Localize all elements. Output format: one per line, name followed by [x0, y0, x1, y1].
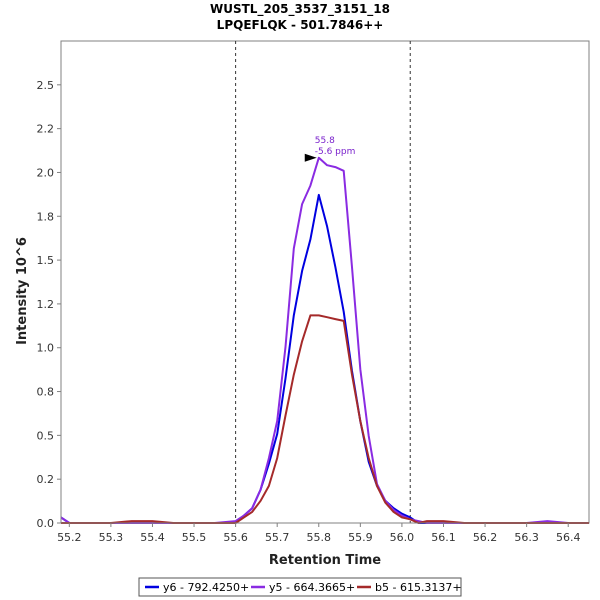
- peak-arrow-icon: [304, 153, 317, 162]
- y-tick-label: 0.0: [37, 517, 55, 530]
- y-tick-label: 2.5: [37, 79, 55, 92]
- peak-ppm-label: -5.6 ppm: [315, 147, 356, 157]
- x-tick-label: 56.1: [431, 531, 456, 544]
- x-axis: 55.2 55.3 55.4 55.5 55.6 55.7 55.8 55.9 56.0 56.1…: [57, 522, 589, 544]
- legend: y6 - 792.4250+ y5 - 664.3665+ b5 - 615.313…: [138, 577, 462, 597]
- y-tick-label: 0.5: [37, 429, 55, 442]
- x-tick-label: 55.4: [140, 531, 165, 544]
- x-tick-label: 55.5: [182, 531, 207, 544]
- chart-subtitle: LPQEFLQK - 501.7846++: [217, 18, 384, 32]
- x-tick-label: 55.7: [265, 531, 290, 544]
- x-tick-label: 56.3: [514, 531, 539, 544]
- legend-box: [138, 577, 462, 597]
- x-tick-label: 55.8: [307, 531, 332, 544]
- y-tick-label: 1.5: [37, 254, 55, 267]
- y-axis-label: Intensity 10^6: [15, 237, 30, 345]
- x-tick-label: 56.4: [556, 531, 581, 544]
- x-tick-label: 56.2: [473, 531, 498, 544]
- y-tick-label: 2.2: [37, 123, 55, 136]
- plot-frame: [60, 40, 590, 524]
- x-tick-label: 55.3: [99, 531, 124, 544]
- legend-label-1: y6 - 792.4250+: [163, 581, 249, 594]
- y-axis: 0.0 0.2 0.5 0.8 1.0 1.2 1.5 1.8 2.0 2.2 2.5: [37, 41, 62, 530]
- peak-annotation: 55.8 -5.6 ppm: [304, 136, 356, 162]
- x-axis-label: Retention Time: [269, 553, 381, 568]
- x-tick-label: 56.0: [390, 531, 415, 544]
- y-tick-label: 0.8: [37, 386, 55, 399]
- y-tick-label: 2.0: [37, 166, 55, 179]
- y-tick-label: 1.2: [37, 298, 55, 311]
- integration-boundaries: [235, 41, 411, 523]
- peak-retention-label: 55.8: [315, 136, 335, 146]
- x-tick-label: 55.9: [348, 531, 373, 544]
- legend-label-2: y5 - 664.3665+: [269, 581, 355, 594]
- y-tick-label: 0.2: [37, 473, 55, 486]
- plot-area: [60, 40, 590, 524]
- x-tick-label: 55.2: [57, 531, 82, 544]
- legend-label-3: b5 - 615.3137+: [375, 581, 462, 594]
- chart-title: WUSTL_205_3537_3151_18: [210, 2, 390, 17]
- y-tick-label: 1.8: [37, 210, 55, 223]
- x-tick-label: 55.6: [223, 531, 248, 544]
- y-tick-label: 1.0: [37, 342, 55, 355]
